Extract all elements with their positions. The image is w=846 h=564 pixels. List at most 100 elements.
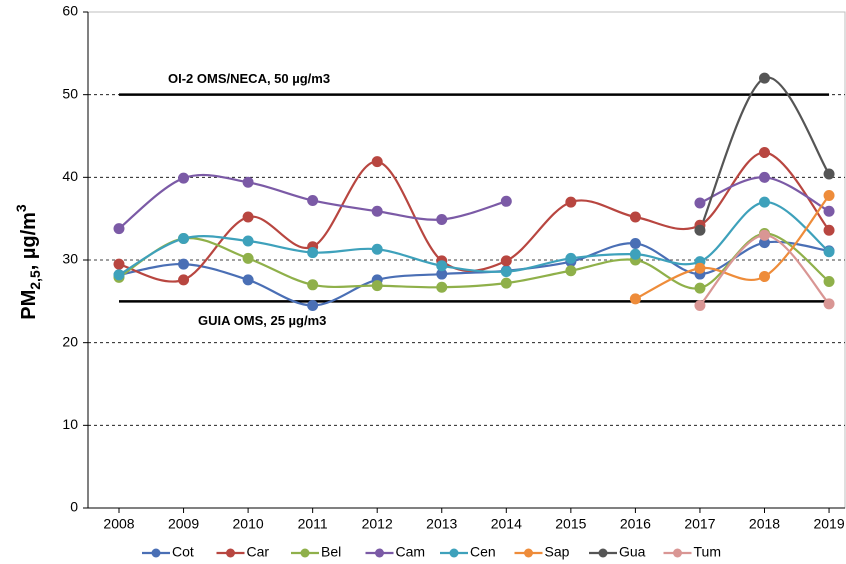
data-point (307, 299, 319, 311)
x-tick-label: 2012 (362, 516, 393, 532)
data-point (178, 258, 190, 270)
y-tick-label: 10 (62, 416, 78, 432)
data-point (371, 156, 383, 168)
y-tick-label: 40 (62, 168, 78, 184)
data-point (759, 72, 770, 84)
legend-label: Cam (396, 544, 426, 560)
x-tick-label: 2018 (749, 516, 780, 532)
data-point (694, 224, 706, 236)
x-tick-label: 2014 (491, 516, 522, 532)
data-point (759, 171, 770, 183)
data-point (113, 269, 125, 281)
data-point (242, 274, 254, 286)
data-point (436, 268, 448, 280)
x-tick-label: 2010 (233, 516, 264, 532)
reference-label: GUIA OMS, 25 µg/m3 (198, 313, 326, 328)
x-tick-label: 2008 (103, 516, 134, 532)
data-point (759, 271, 770, 283)
data-point (500, 255, 512, 267)
x-tick-label: 2017 (684, 516, 715, 532)
data-point (823, 168, 835, 180)
y-label-sup: 3 (13, 204, 29, 212)
data-point (436, 260, 448, 272)
y-tick-label: 0 (70, 499, 78, 515)
data-point (178, 233, 190, 245)
data-point (565, 252, 577, 264)
data-point (823, 298, 835, 310)
legend-marker (151, 548, 161, 558)
x-tick-label: 2015 (555, 516, 586, 532)
legend-marker (300, 548, 310, 558)
data-point (242, 252, 254, 264)
data-point (307, 247, 319, 259)
data-point (629, 248, 641, 260)
data-point (759, 147, 770, 159)
legend-label: Gua (619, 544, 646, 560)
series-line (118, 151, 830, 283)
legend-label: Cot (172, 544, 194, 560)
data-point (242, 211, 254, 223)
series-line (118, 173, 830, 230)
data-point (694, 197, 706, 209)
legend-marker (375, 548, 384, 558)
data-point (823, 275, 835, 287)
y-label-main: PM (18, 290, 40, 320)
legend-marker (449, 548, 459, 558)
data-point (113, 223, 125, 235)
y-tick-label: 60 (62, 3, 78, 19)
legend-marker (524, 548, 533, 558)
series-line (634, 194, 830, 300)
data-point (629, 293, 641, 305)
data-point (629, 237, 641, 249)
data-point (823, 205, 835, 217)
data-point (694, 282, 706, 294)
data-point (565, 196, 577, 208)
data-point (371, 280, 383, 292)
data-point (307, 279, 319, 291)
data-point (371, 205, 383, 217)
series-line (118, 240, 830, 307)
legend-marker (226, 548, 235, 558)
data-point (500, 195, 512, 207)
data-point (371, 243, 383, 255)
data-point (113, 258, 125, 270)
legend-marker (673, 548, 682, 558)
data-point (178, 172, 190, 184)
data-point (242, 235, 254, 247)
data-point (436, 281, 448, 293)
data-point (500, 266, 512, 278)
y-label-sub: 2,5 (27, 270, 43, 290)
reference-label: OI-2 OMS/NECA, 50 µg/m3 (168, 71, 330, 86)
legend-label: Bel (321, 544, 341, 560)
x-tick-label: 2013 (426, 516, 457, 532)
legend-label: Tum (694, 544, 721, 560)
x-tick-label: 2011 (298, 516, 328, 532)
data-point (823, 190, 835, 202)
data-point (307, 194, 319, 206)
data-point (629, 211, 641, 223)
legend-label: Cen (470, 544, 496, 560)
x-tick-label: 2016 (620, 516, 651, 532)
legend-label: Car (247, 544, 270, 560)
y-axis-label: PM2,5, µg/m3 (13, 204, 43, 320)
data-point (823, 224, 835, 236)
data-point (436, 213, 448, 225)
data-point (178, 274, 190, 286)
data-point (242, 176, 254, 188)
data-point (694, 299, 706, 311)
legend-label: Sap (545, 544, 570, 560)
x-tick-label: 2019 (813, 516, 844, 532)
data-point (823, 246, 835, 258)
data-point (565, 265, 577, 277)
legend-marker (598, 548, 608, 558)
data-point (759, 196, 770, 208)
data-point (694, 262, 706, 274)
y-tick-label: 50 (62, 85, 78, 101)
y-tick-label: 20 (62, 333, 78, 349)
y-tick-label: 30 (62, 251, 78, 267)
y-label-rest: , µg/m (18, 212, 40, 270)
data-point (500, 277, 512, 289)
x-tick-label: 2009 (168, 516, 199, 532)
data-point (759, 229, 770, 241)
